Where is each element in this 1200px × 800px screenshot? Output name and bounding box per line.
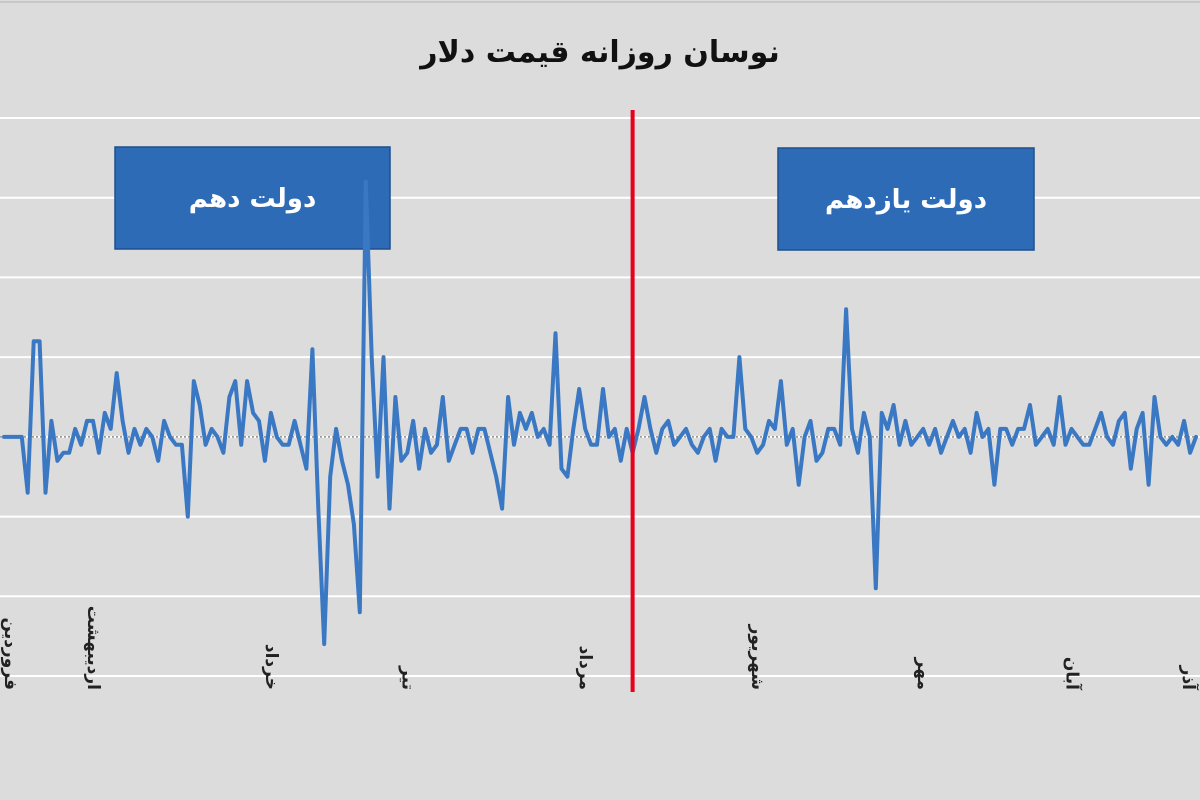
x-tick-label: مرداد: [575, 646, 595, 690]
x-tick-label: خرداد: [261, 644, 281, 690]
chart-title: نوسان روزانه قیمت دلار: [418, 35, 779, 70]
annotation-text: دولت یازدهم: [825, 185, 987, 215]
x-tick-label: آبان: [1061, 657, 1083, 691]
annotations: دولت دهم دولت یازدهم: [114, 146, 1035, 251]
annotation-box-rect: [777, 147, 1035, 251]
series-layer: [2, 179, 1198, 647]
x-tick-label: تیر: [397, 665, 417, 690]
x-tick-label: مهر: [913, 657, 933, 690]
x-tick-label: فروردین: [0, 618, 20, 690]
x-tick-label: اردیبهشت: [83, 606, 103, 690]
x-tick-label: شهریور: [747, 624, 767, 690]
x-tick-label: آذر: [1178, 665, 1200, 692]
x-axis-ticks: فروردین اردیبهشت خرداد تیر مرداد شهریور مهر آبا…: [0, 606, 1200, 691]
annotation-text: دولت دهم: [189, 184, 317, 214]
annotation-box-left: دولت دهم: [114, 146, 391, 250]
series-line: [2, 179, 1198, 647]
annotation-box-rect: [114, 146, 391, 250]
annotation-box-right: دولت یازدهم: [777, 147, 1035, 251]
